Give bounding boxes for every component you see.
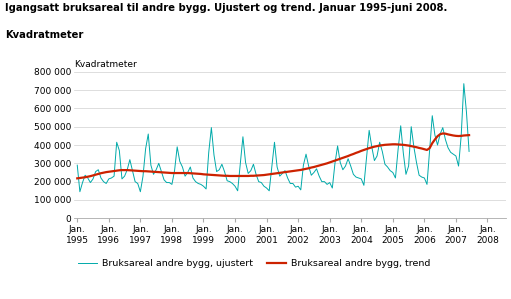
Text: Kvadratmeter: Kvadratmeter bbox=[74, 60, 137, 69]
Bruksareal andre bygg, trend bbox=[203, 173, 209, 176]
Bruksareal andre bygg, ujustert bbox=[74, 163, 80, 167]
Bruksareal andre bygg, ujustert bbox=[461, 82, 467, 86]
Bruksareal andre bygg, ujustert bbox=[205, 150, 212, 154]
Bruksareal andre bygg, trend bbox=[280, 171, 286, 174]
Bruksareal andre bygg, ujustert bbox=[400, 152, 406, 155]
Bruksareal andre bygg, trend bbox=[74, 176, 80, 180]
Bruksareal andre bygg, trend bbox=[398, 143, 404, 147]
Bruksareal andre bygg, trend bbox=[229, 174, 236, 178]
Bruksareal andre bygg, trend bbox=[295, 169, 301, 172]
Bruksareal andre bygg, ujustert bbox=[298, 188, 304, 192]
Bruksareal andre bygg, ujustert bbox=[466, 150, 472, 153]
Line: Bruksareal andre bygg, ujustert: Bruksareal andre bygg, ujustert bbox=[77, 84, 469, 192]
Bruksareal andre bygg, ujustert bbox=[232, 184, 238, 188]
Legend: Bruksareal andre bygg, ujustert, Bruksareal andre bygg, trend: Bruksareal andre bygg, ujustert, Bruksar… bbox=[75, 255, 434, 272]
Bruksareal andre bygg, trend bbox=[466, 133, 472, 137]
Bruksareal andre bygg, trend bbox=[439, 132, 446, 135]
Bruksareal andre bygg, trend bbox=[345, 154, 351, 158]
Line: Bruksareal andre bygg, trend: Bruksareal andre bygg, trend bbox=[77, 133, 469, 178]
Bruksareal andre bygg, ujustert bbox=[282, 169, 288, 173]
Bruksareal andre bygg, ujustert bbox=[347, 164, 354, 168]
Text: Igangsatt bruksareal til andre bygg. Ujustert og trend. Januar 1995-juni 2008.: Igangsatt bruksareal til andre bygg. Uju… bbox=[5, 3, 448, 13]
Text: Kvadratmeter: Kvadratmeter bbox=[5, 30, 83, 40]
Bruksareal andre bygg, ujustert bbox=[77, 190, 83, 193]
